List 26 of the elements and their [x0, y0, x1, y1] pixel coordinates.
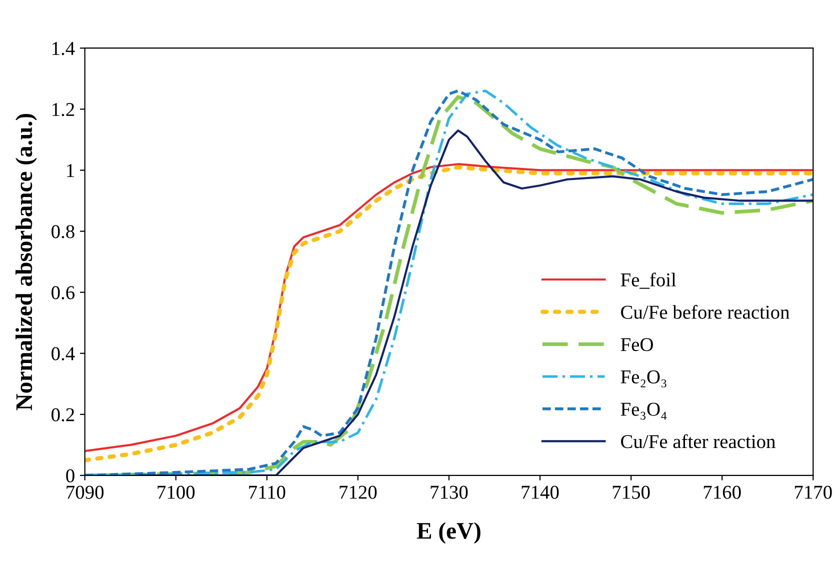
x-tick-label: 7130 — [430, 486, 468, 499]
y-tick-label: 0 — [66, 469, 74, 482]
legend-label: FeO — [620, 338, 653, 352]
x-tick-label: 7170 — [794, 486, 832, 499]
y-tick-label: 1 — [67, 164, 74, 177]
legend-label: Cu/Fe before reaction — [621, 304, 790, 319]
y-tick-label: 0.4 — [52, 347, 75, 360]
x-tick-label: 7090 — [66, 486, 104, 499]
legend-label: Fe₂O₃ — [620, 370, 666, 388]
x-tick-label: 7120 — [340, 486, 377, 499]
y-tick-label: 0.8 — [52, 225, 74, 238]
line-series — [138, 129, 814, 476]
x-tick-label: 7160 — [704, 486, 741, 499]
legend-label: Cu/Fe after reaction — [621, 434, 776, 448]
y-tick-label: 1.4 — [52, 42, 75, 56]
y-tick-label: 1.2 — [52, 103, 74, 116]
x-tick-label: 7110 — [249, 486, 286, 499]
x-tick-label: 7150 — [612, 486, 650, 499]
y-axis-title: Normalized absorbance (a.u.) — [16, 114, 37, 410]
x-tick-label: 7100 — [158, 486, 195, 499]
y-tick-label: 0.2 — [52, 408, 74, 422]
legend-label: Fe_foil — [620, 272, 676, 289]
x-axis-title: E (eV) — [416, 522, 480, 544]
y-tick-label: 0.6 — [52, 286, 75, 300]
x-tick-label: 7140 — [522, 486, 559, 499]
legend-label: Fe₃O₄ — [620, 402, 667, 420]
